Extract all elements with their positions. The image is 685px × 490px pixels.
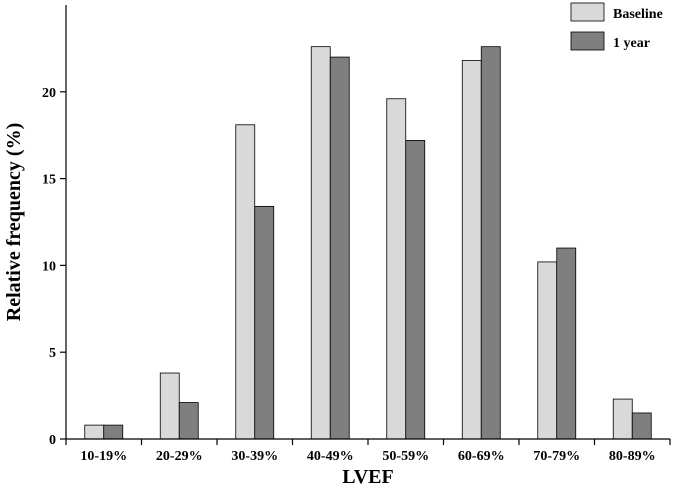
bar-baseline-1 <box>84 424 105 440</box>
x-tick-label: 70-79% <box>533 449 580 464</box>
bar-baseline-2 <box>159 372 180 440</box>
x-tick-label: 10-19% <box>80 449 127 464</box>
bars <box>84 46 652 440</box>
x-tick-label: 50-59% <box>382 449 429 464</box>
bar-1-year-3 <box>254 205 275 440</box>
x-tick-label: 40-49% <box>307 449 354 464</box>
legend-swatch <box>570 31 605 51</box>
bar-baseline-4 <box>310 46 331 440</box>
bar-baseline-6 <box>461 60 482 440</box>
bar-1-year-4 <box>329 56 350 440</box>
legend-label: Baseline <box>613 7 663 22</box>
x-ticks: 10-19% 20-29% 30-39% 40-49% 50-59% 60-69% 70-7… <box>65 439 671 464</box>
y-axis-title: Relative frequency (%) <box>3 123 25 321</box>
y-tick-label: 0 <box>49 433 56 448</box>
bar-baseline-7 <box>537 261 558 440</box>
bar-baseline-3 <box>235 124 256 440</box>
legend: Baseline 1 year <box>570 2 663 51</box>
bar-1-year-5 <box>405 140 426 440</box>
bar-1-year-2 <box>178 402 199 440</box>
x-axis-title: LVEF <box>342 466 394 488</box>
y-tick-label: 10 <box>42 259 56 274</box>
x-tick-label: 20-29% <box>156 449 203 464</box>
y-ticks: 0 5 10 15 20 <box>42 86 66 448</box>
y-tick-label: 20 <box>42 86 56 101</box>
legend-label: 1 year <box>613 36 650 51</box>
y-tick-label: 5 <box>49 346 56 361</box>
bar-1-year-8 <box>631 412 652 440</box>
bar-1-year-6 <box>480 46 501 440</box>
bar-baseline-8 <box>612 398 633 440</box>
bar-1-year-1 <box>103 424 124 440</box>
x-tick-label: 80-89% <box>609 449 656 464</box>
x-tick-label: 60-69% <box>458 449 505 464</box>
bar-baseline-5 <box>386 98 407 440</box>
bar-1-year-7 <box>556 247 577 440</box>
y-tick-label: 15 <box>42 173 56 188</box>
legend-swatch <box>570 2 605 22</box>
x-tick-label: 30-39% <box>231 449 278 464</box>
